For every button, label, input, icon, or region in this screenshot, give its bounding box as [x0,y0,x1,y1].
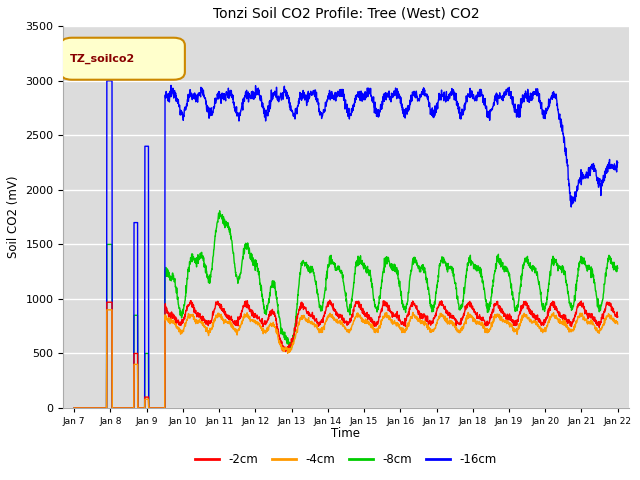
Title: Tonzi Soil CO2 Profile: Tree (West) CO2: Tonzi Soil CO2 Profile: Tree (West) CO2 [212,7,479,21]
FancyBboxPatch shape [61,38,185,80]
X-axis label: Time: Time [332,427,360,441]
Y-axis label: Soil CO2 (mV): Soil CO2 (mV) [7,176,20,258]
Legend: -2cm, -4cm, -8cm, -16cm: -2cm, -4cm, -8cm, -16cm [191,448,501,471]
Text: TZ_soilco2: TZ_soilco2 [70,54,136,64]
